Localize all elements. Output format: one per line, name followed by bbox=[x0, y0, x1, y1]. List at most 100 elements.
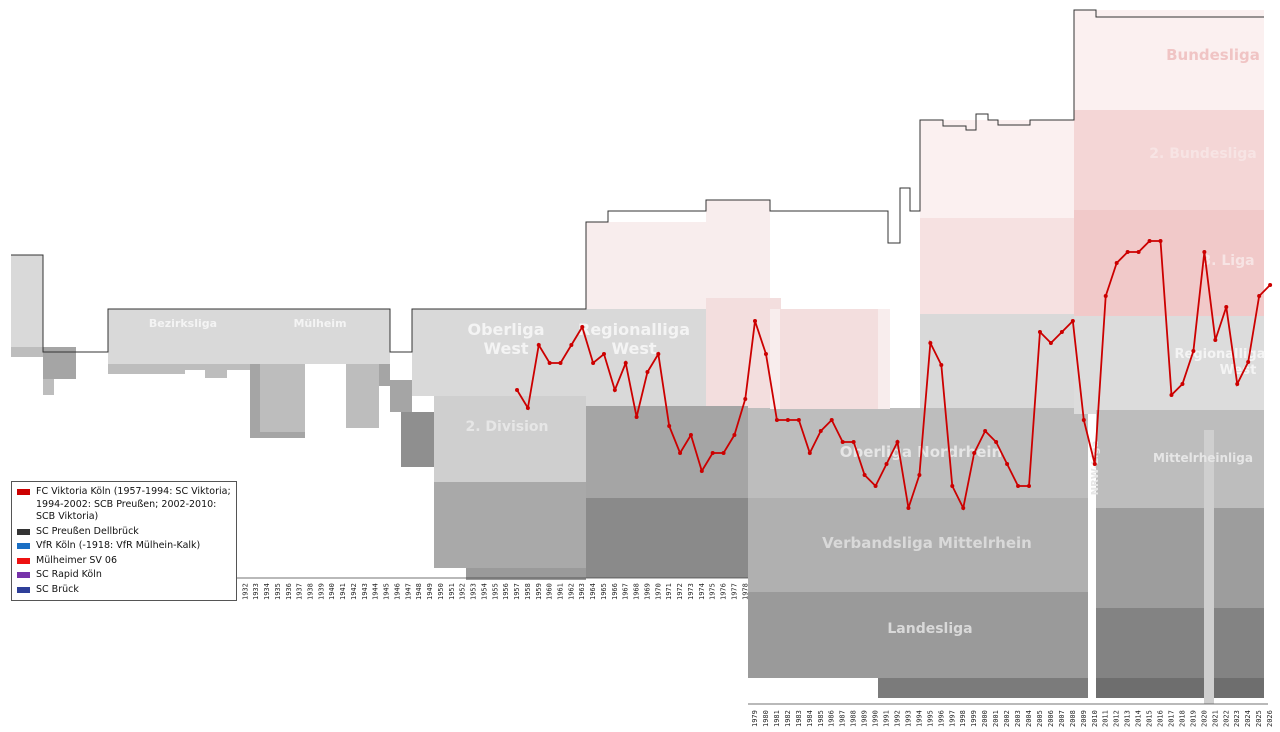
series-point bbox=[994, 440, 999, 444]
tier-band bbox=[586, 498, 748, 578]
series-point bbox=[558, 361, 563, 365]
legend-swatch bbox=[17, 557, 30, 564]
series-point bbox=[1191, 349, 1196, 353]
series-point bbox=[807, 451, 812, 455]
year-tick-label: 2018 bbox=[1178, 710, 1186, 727]
series-point bbox=[1235, 382, 1240, 386]
series-point bbox=[1158, 239, 1163, 243]
year-tick-label: 2010 bbox=[1091, 710, 1099, 727]
year-tick-label: 1972 bbox=[676, 583, 684, 600]
legend-swatch bbox=[17, 572, 30, 578]
legend-swatch bbox=[17, 489, 30, 495]
year-tick-label: 2000 bbox=[981, 710, 989, 727]
year-tick-label: 1946 bbox=[393, 583, 401, 600]
series-point bbox=[1048, 341, 1053, 345]
league-label: Bundesliga bbox=[1166, 46, 1260, 64]
year-tick-label: 2014 bbox=[1135, 710, 1143, 727]
series-point bbox=[1081, 418, 1086, 422]
year-tick-label: 1962 bbox=[567, 583, 575, 600]
series-point bbox=[917, 473, 922, 477]
tier-band bbox=[346, 364, 379, 428]
series-point bbox=[645, 370, 650, 374]
tier-band bbox=[390, 380, 412, 412]
tier-band bbox=[706, 298, 781, 409]
series-point bbox=[569, 343, 574, 347]
series-point bbox=[1257, 294, 1262, 298]
year-tick-label: 1932 bbox=[241, 583, 249, 600]
tier-band bbox=[205, 370, 227, 378]
tier-band bbox=[920, 120, 1100, 218]
year-tick-label: 2021 bbox=[1211, 710, 1219, 727]
legend-label: SC Preußen Dellbrück bbox=[36, 525, 139, 537]
series-point bbox=[972, 451, 977, 455]
series-point bbox=[763, 352, 768, 356]
year-tick-label: 1978 bbox=[741, 583, 749, 600]
series-point bbox=[884, 462, 889, 466]
series-point bbox=[591, 361, 596, 365]
year-tick-label: 1954 bbox=[480, 583, 488, 600]
league-label: 3. Liga bbox=[1201, 253, 1254, 269]
year-tick-label: 1980 bbox=[762, 710, 770, 727]
year-tick-label: 1965 bbox=[600, 583, 608, 600]
series-point bbox=[743, 397, 748, 401]
legend-label: VfR Köln (-1918: VfR Mülhein-Kalk) bbox=[36, 540, 201, 551]
series-point bbox=[1037, 330, 1042, 334]
legend-entry: FC Viktoria Köln (1957-1994: SC Viktoria… bbox=[12, 485, 236, 525]
league-label: NRW-Liga bbox=[1090, 441, 1101, 496]
year-tick-label: 1974 bbox=[698, 583, 706, 600]
year-tick-label: 1960 bbox=[546, 583, 554, 600]
series-point bbox=[928, 341, 933, 345]
series-point bbox=[1092, 462, 1097, 466]
year-tick-label: 2007 bbox=[1058, 710, 1066, 727]
series-point bbox=[678, 451, 683, 455]
year-tick-label: 1979 bbox=[751, 710, 759, 727]
tier-band bbox=[706, 200, 770, 309]
series-point bbox=[1027, 484, 1031, 488]
year-tick-label: 2011 bbox=[1102, 710, 1110, 727]
year-tick-label: 1996 bbox=[937, 710, 945, 727]
legend-entry: SC Preußen Dellbrück bbox=[12, 525, 236, 540]
league-label: 2. Bundesliga bbox=[1149, 146, 1256, 162]
year-tick-label: 2025 bbox=[1255, 710, 1263, 727]
series-point bbox=[774, 418, 779, 422]
year-tick-label: 1968 bbox=[633, 583, 641, 600]
year-tick-label: 1976 bbox=[720, 583, 728, 600]
tier-band bbox=[780, 309, 878, 409]
year-tick-label: 1973 bbox=[687, 583, 695, 600]
legend-entry: VfR Köln (-1918: VfR Mülhein-Kalk) bbox=[12, 539, 236, 554]
tier-band bbox=[748, 592, 1088, 678]
year-tick-label: 1975 bbox=[709, 583, 717, 600]
series-point bbox=[1224, 305, 1229, 309]
series-point bbox=[634, 415, 639, 419]
legend-swatch bbox=[17, 586, 30, 593]
year-tick-label: 1937 bbox=[296, 583, 304, 600]
series-point bbox=[906, 506, 911, 510]
tier-band bbox=[434, 396, 586, 482]
tier-band bbox=[920, 314, 1100, 408]
year-tick-label: 1988 bbox=[850, 710, 858, 727]
tier-band bbox=[401, 412, 434, 467]
year-tick-label: 1945 bbox=[383, 583, 391, 600]
tier-band bbox=[920, 218, 1100, 314]
league-labels: Bundesliga 2. Bundesliga 3. Liga Regionalli… bbox=[149, 46, 1266, 637]
year-tick-label: 2009 bbox=[1080, 710, 1088, 727]
year-tick-label: 1963 bbox=[578, 583, 586, 600]
series-point bbox=[1180, 382, 1185, 386]
year-tick-label: 1983 bbox=[795, 710, 803, 727]
series-point bbox=[1016, 484, 1021, 488]
year-tick-label: 1941 bbox=[339, 583, 347, 600]
tier-band bbox=[11, 255, 43, 347]
league-label: 2. Division bbox=[466, 419, 549, 435]
series-point bbox=[515, 388, 520, 392]
year-tick-label: 1992 bbox=[893, 710, 901, 727]
tier-band bbox=[379, 364, 390, 386]
legend-label: SC Rapid Köln bbox=[36, 569, 102, 580]
series-point bbox=[785, 418, 790, 422]
series-point bbox=[829, 418, 834, 422]
series-point bbox=[1125, 250, 1130, 254]
year-tick-label: 2005 bbox=[1036, 710, 1044, 727]
tier-band bbox=[1096, 678, 1264, 698]
series-point bbox=[1246, 360, 1251, 364]
legend-entry: Mülheimer SV 06 bbox=[12, 554, 236, 569]
